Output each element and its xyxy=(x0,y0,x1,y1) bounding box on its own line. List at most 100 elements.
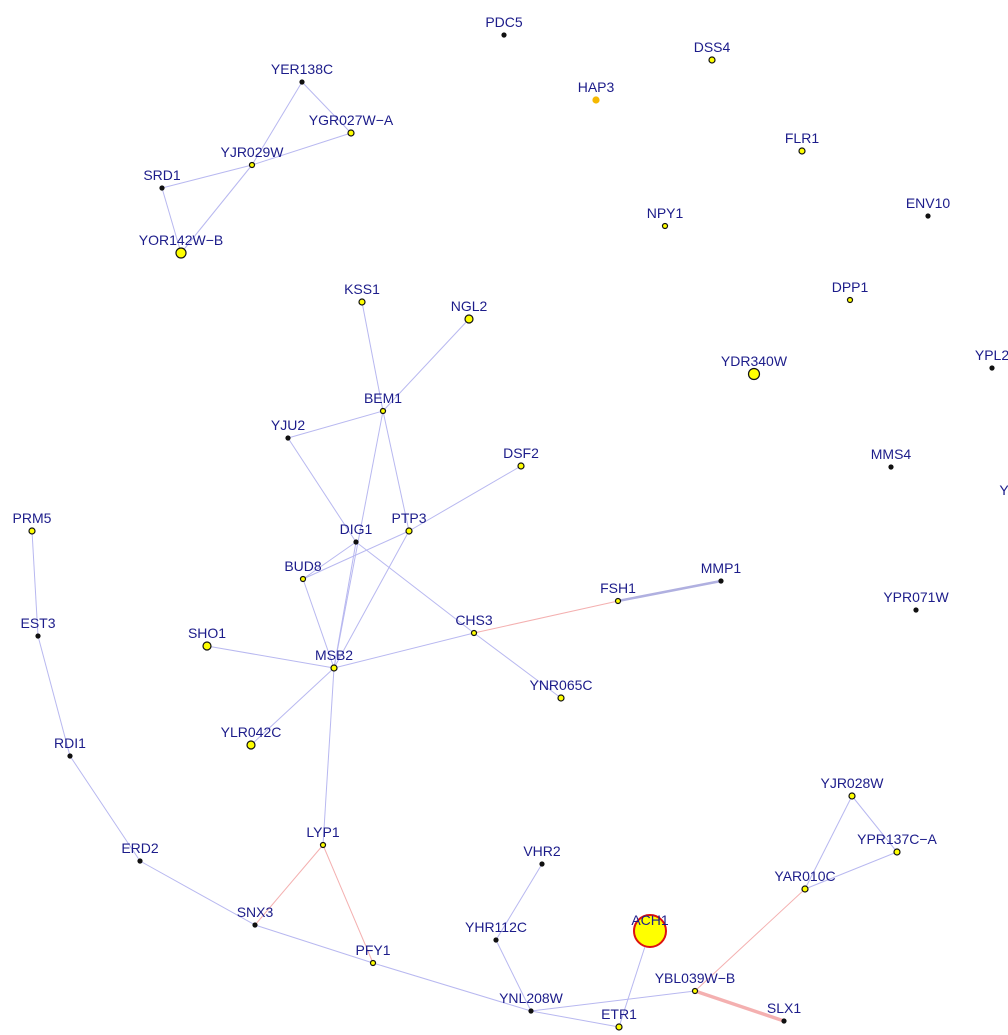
edge xyxy=(251,81,303,166)
node xyxy=(137,858,143,864)
node xyxy=(989,365,995,371)
node-label: FLR1 xyxy=(785,130,819,146)
node-label: FSH1 xyxy=(600,580,636,596)
node xyxy=(718,578,724,584)
edge xyxy=(161,164,253,189)
node xyxy=(299,79,305,85)
edge xyxy=(804,851,898,890)
node-label: YNR065C xyxy=(529,677,592,693)
edge xyxy=(333,541,357,669)
node xyxy=(528,1008,534,1014)
node-label: DSF2 xyxy=(503,445,539,461)
node-label: YBL039W−B xyxy=(655,970,736,986)
node-label: YJU2 xyxy=(271,417,305,433)
node xyxy=(633,914,667,948)
edge xyxy=(694,989,785,1023)
edge xyxy=(301,81,352,134)
edge xyxy=(287,437,357,543)
node-label: VHR2 xyxy=(523,843,561,859)
node-label: YDR340W xyxy=(721,353,788,369)
edge xyxy=(382,318,470,412)
node xyxy=(159,185,165,191)
node-label: YHR112C xyxy=(465,919,527,935)
node xyxy=(358,298,366,306)
edge xyxy=(333,530,410,669)
node-label: EST3 xyxy=(20,615,55,631)
node-label: YJR028W xyxy=(820,775,884,791)
edge xyxy=(322,667,335,846)
edge xyxy=(530,990,696,1012)
node-label: ETR1 xyxy=(601,1006,637,1022)
node xyxy=(893,848,901,856)
node xyxy=(246,740,256,750)
node xyxy=(615,1023,623,1031)
node xyxy=(347,129,355,137)
node-label: CHS3 xyxy=(455,612,493,628)
node xyxy=(557,694,565,702)
node-label: NGL2 xyxy=(451,298,488,314)
node xyxy=(846,296,854,304)
node-label: YGR027W−A xyxy=(309,112,394,128)
edge xyxy=(694,888,806,992)
labels: PDC5 DSS4 HAP3 YER138C YGR027W−A YJR029W SRD1 Y… xyxy=(13,14,1008,1022)
node-label: YOR142W−B xyxy=(139,232,223,248)
node xyxy=(175,247,187,259)
edge xyxy=(617,579,722,603)
node xyxy=(913,607,919,613)
node xyxy=(319,841,327,849)
node xyxy=(493,937,499,943)
node-label: BEM1 xyxy=(364,390,402,406)
node-label: MMP1 xyxy=(701,560,742,576)
edge xyxy=(31,530,39,637)
node xyxy=(747,367,761,381)
node-label: DPP1 xyxy=(832,279,869,295)
edge xyxy=(206,645,335,669)
node-label: PFY1 xyxy=(355,942,390,958)
node-label: PRM5 xyxy=(13,510,52,526)
edges xyxy=(31,81,898,1028)
node xyxy=(708,56,716,64)
node-label: YAR010C xyxy=(774,868,835,884)
node xyxy=(691,987,699,995)
node xyxy=(614,597,622,605)
node xyxy=(285,435,291,441)
edge xyxy=(251,132,352,166)
node-label: ERD2 xyxy=(121,840,159,856)
edge xyxy=(382,410,410,532)
edge xyxy=(851,795,898,853)
node-label: ENV10 xyxy=(906,195,951,211)
nodes xyxy=(28,32,995,1031)
node-label: HAP3 xyxy=(578,79,615,95)
node xyxy=(353,539,359,545)
node-label: YPR071W xyxy=(883,589,949,605)
node-label: LYP1 xyxy=(306,824,339,840)
edge xyxy=(254,844,324,926)
node-label: YJR029W xyxy=(220,144,284,160)
node-label: SHO1 xyxy=(188,625,226,641)
edge xyxy=(180,164,253,254)
node xyxy=(252,922,258,928)
node xyxy=(539,861,545,867)
edge xyxy=(322,844,374,964)
edge xyxy=(69,755,141,862)
node xyxy=(67,753,73,759)
node xyxy=(925,213,931,219)
node-label: YNL208W xyxy=(499,990,564,1006)
node-label: DIG1 xyxy=(340,521,373,537)
node-label: SLX1 xyxy=(767,1000,801,1016)
edge xyxy=(473,632,562,699)
node-label: NPY1 xyxy=(647,205,684,221)
edge xyxy=(250,667,335,746)
node-label: DSS4 xyxy=(694,39,731,55)
node-label: SNX3 xyxy=(237,904,274,920)
node-label: Y xyxy=(999,482,1008,498)
node xyxy=(299,575,307,583)
node-label: RDI1 xyxy=(54,735,86,751)
edge xyxy=(495,939,532,1012)
edge xyxy=(302,541,357,580)
node-label: YPR137C−A xyxy=(857,831,937,847)
edge xyxy=(408,465,522,532)
node xyxy=(592,96,600,104)
node xyxy=(464,314,474,324)
